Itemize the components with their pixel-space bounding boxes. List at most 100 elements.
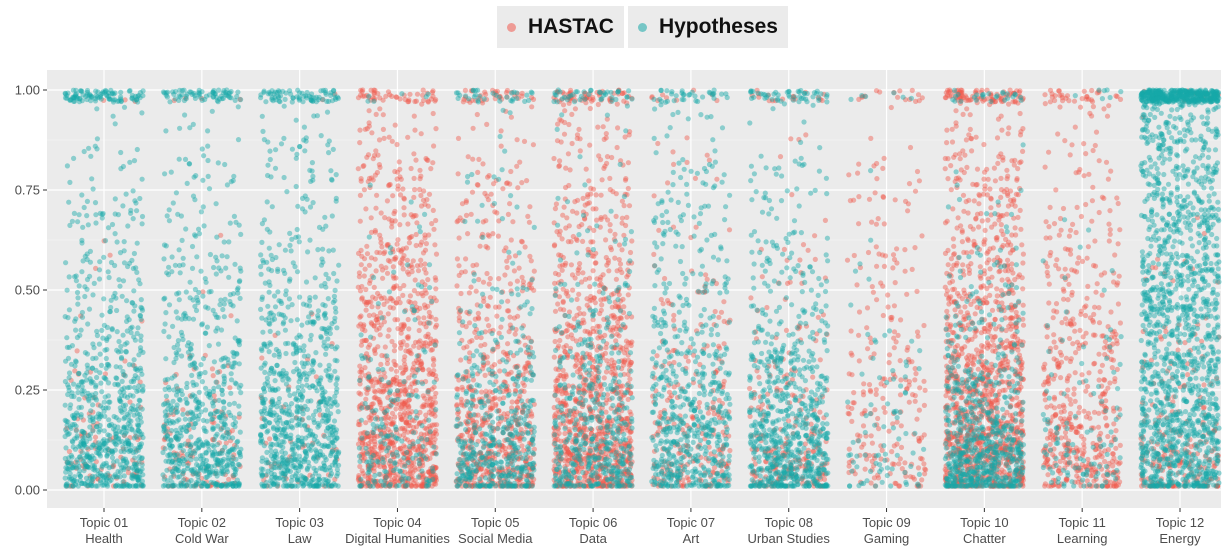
point-hypotheses bbox=[191, 415, 197, 421]
point-hypotheses bbox=[267, 387, 273, 393]
point-hastac bbox=[180, 470, 186, 476]
point-hypotheses bbox=[129, 95, 135, 102]
point-hastac bbox=[465, 154, 471, 160]
point-hypotheses bbox=[79, 98, 85, 104]
point-hypotheses bbox=[259, 239, 265, 245]
point-hypotheses bbox=[87, 248, 93, 254]
point-hypotheses bbox=[105, 450, 111, 456]
point-hypotheses bbox=[295, 87, 301, 93]
point-hastac bbox=[527, 253, 533, 259]
point-hastac bbox=[415, 268, 422, 274]
point-hypotheses bbox=[94, 332, 100, 339]
point-hastac bbox=[211, 420, 217, 426]
point-hypotheses bbox=[68, 425, 74, 431]
point-hypotheses bbox=[371, 98, 377, 104]
point-hastac bbox=[421, 188, 427, 194]
point-hypotheses bbox=[176, 474, 182, 480]
point-hypotheses bbox=[285, 468, 291, 474]
point-hypotheses bbox=[134, 240, 140, 246]
point-hypotheses bbox=[70, 465, 76, 471]
point-hypotheses bbox=[129, 472, 135, 478]
point-hastac bbox=[382, 215, 388, 221]
point-hypotheses bbox=[163, 128, 169, 134]
point-hastac bbox=[82, 430, 88, 436]
point-hypotheses bbox=[268, 252, 274, 258]
point-hypotheses bbox=[79, 309, 85, 316]
point-hypotheses bbox=[472, 323, 478, 329]
point-hypotheses bbox=[332, 287, 338, 293]
point-hypotheses bbox=[104, 475, 110, 481]
point-hastac bbox=[189, 453, 195, 459]
point-hypotheses bbox=[85, 433, 92, 439]
point-hypotheses bbox=[64, 466, 70, 472]
point-hastac bbox=[459, 402, 465, 408]
point-hypotheses bbox=[135, 93, 141, 100]
point-hastac bbox=[528, 258, 534, 264]
point-hypotheses bbox=[94, 467, 101, 473]
point-hypotheses bbox=[137, 345, 144, 351]
point-hypotheses bbox=[365, 98, 371, 104]
point-hypotheses bbox=[71, 478, 77, 484]
point-hypotheses bbox=[275, 289, 281, 295]
point-hypotheses bbox=[104, 337, 110, 343]
point-hypotheses bbox=[181, 97, 187, 104]
point-hypotheses bbox=[65, 459, 71, 465]
point-hypotheses bbox=[130, 362, 136, 368]
point-hypotheses bbox=[530, 372, 536, 378]
point-hypotheses bbox=[130, 188, 136, 194]
point-hastac bbox=[373, 205, 379, 211]
point-hastac bbox=[505, 298, 511, 304]
point-hastac bbox=[355, 421, 362, 428]
point-hypotheses bbox=[70, 444, 76, 450]
point-hypotheses bbox=[319, 466, 325, 472]
point-hypotheses bbox=[93, 483, 99, 489]
point-hypotheses bbox=[79, 388, 85, 394]
point-hypotheses bbox=[86, 453, 93, 460]
point-hypotheses bbox=[67, 405, 73, 411]
point-hypotheses bbox=[283, 350, 289, 357]
point-hypotheses bbox=[111, 293, 117, 300]
point-hastac bbox=[87, 369, 94, 375]
point-hypotheses bbox=[105, 380, 112, 386]
point-hypotheses bbox=[220, 458, 226, 464]
point-hypotheses bbox=[125, 441, 131, 447]
point-hypotheses bbox=[87, 376, 93, 382]
point-hypotheses bbox=[123, 430, 129, 436]
point-hypotheses bbox=[382, 409, 388, 416]
point-hypotheses bbox=[423, 456, 429, 462]
point-hastac bbox=[374, 192, 380, 198]
point-hypotheses bbox=[234, 287, 240, 293]
point-hastac bbox=[468, 284, 474, 290]
point-hypotheses bbox=[274, 362, 280, 368]
point-hastac bbox=[398, 365, 404, 371]
point-hypotheses bbox=[332, 357, 338, 363]
point-hypotheses bbox=[82, 293, 88, 300]
point-hypotheses bbox=[91, 463, 98, 469]
point-hypotheses bbox=[380, 456, 386, 462]
point-hypotheses bbox=[172, 459, 178, 466]
point-hastac bbox=[380, 97, 386, 103]
point-hypotheses bbox=[163, 418, 169, 424]
point-hypotheses bbox=[72, 464, 78, 470]
point-hypotheses bbox=[415, 379, 421, 385]
point-hastac bbox=[494, 313, 500, 319]
point-hastac bbox=[524, 178, 530, 184]
point-hastac bbox=[130, 472, 137, 478]
point-hypotheses bbox=[215, 160, 221, 166]
point-hypotheses bbox=[180, 336, 186, 343]
point-hypotheses bbox=[190, 379, 196, 385]
point-hypotheses bbox=[79, 391, 86, 397]
point-hypotheses bbox=[394, 388, 400, 394]
point-hypotheses bbox=[280, 88, 286, 94]
point-hastac bbox=[411, 113, 417, 119]
point-hypotheses bbox=[180, 411, 186, 417]
point-hypotheses bbox=[216, 265, 222, 271]
legend-item-hypotheses[interactable]: Hypotheses bbox=[627, 6, 788, 48]
point-hypotheses bbox=[93, 444, 99, 450]
point-hypotheses bbox=[163, 393, 169, 399]
point-hypotheses bbox=[175, 315, 181, 321]
point-hypotheses bbox=[121, 260, 128, 266]
point-hypotheses bbox=[410, 455, 416, 461]
point-hypotheses bbox=[66, 274, 72, 280]
legend-item-hastac[interactable]: HASTAC bbox=[497, 6, 624, 48]
